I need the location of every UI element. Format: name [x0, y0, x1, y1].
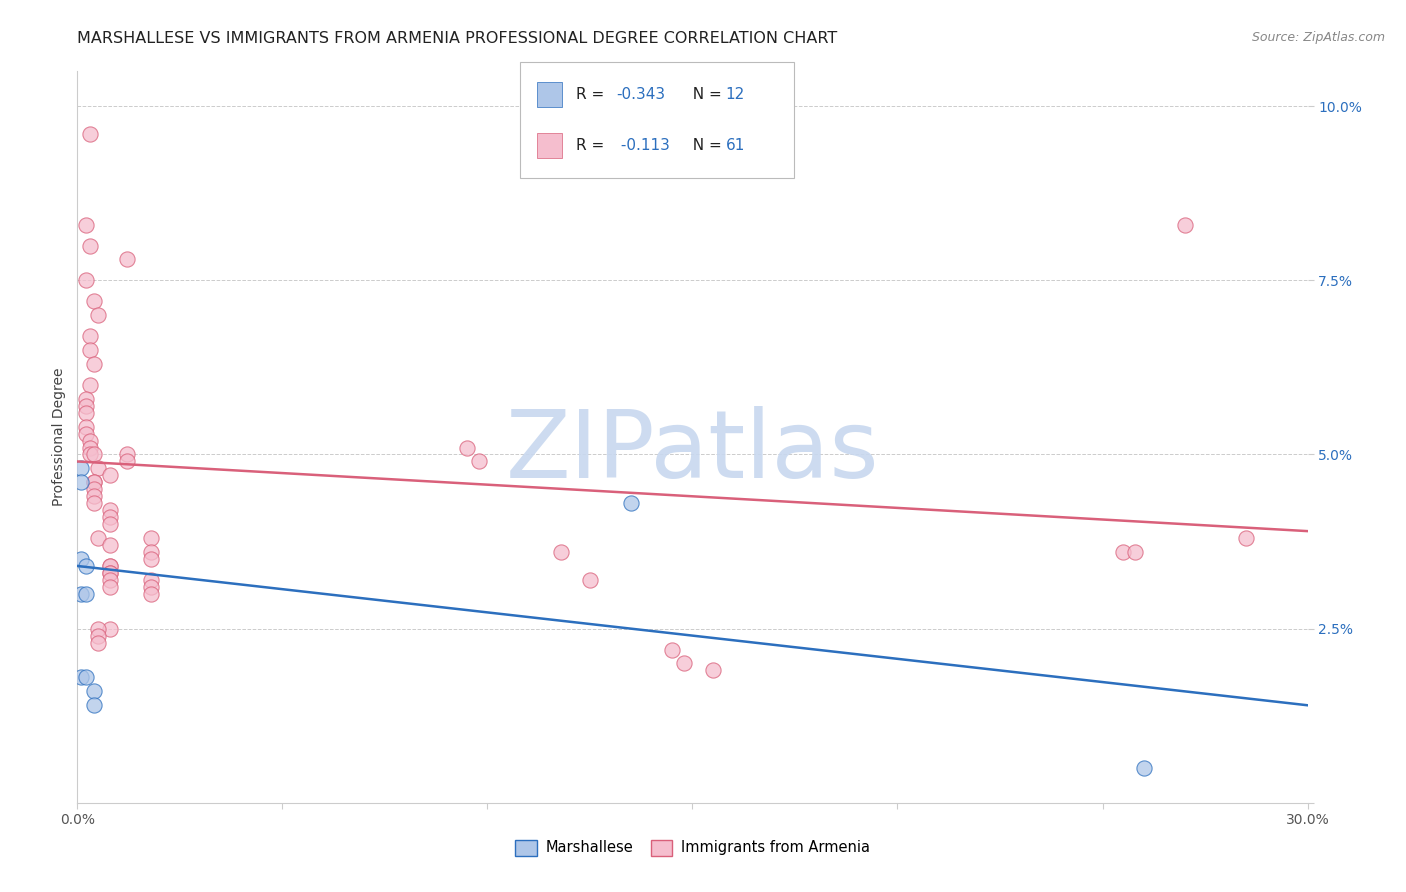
Point [83, 489, 105, 503]
Point [98, 468, 121, 483]
Point [75, 218, 97, 232]
Point [115, 252, 138, 267]
Point [75, 587, 97, 601]
Text: 61: 61 [725, 138, 745, 153]
Point [83, 448, 105, 462]
Point [141, 531, 163, 545]
Point [79, 434, 101, 448]
Point [79, 377, 101, 392]
Point [70, 461, 93, 475]
Point [70, 552, 93, 566]
Point [75, 558, 97, 573]
Point [98, 573, 121, 587]
Legend: Marshallese, Immigrants from Armenia: Marshallese, Immigrants from Armenia [509, 834, 876, 862]
Point [75, 670, 97, 684]
Point [83, 496, 105, 510]
Point [87, 308, 110, 322]
Point [141, 587, 163, 601]
Point [661, 642, 683, 657]
Point [115, 448, 138, 462]
Point [98, 566, 121, 580]
Point [83, 357, 105, 371]
Point [75, 406, 97, 420]
Point [70, 670, 93, 684]
Point [98, 558, 121, 573]
Point [83, 698, 105, 713]
Text: R =: R = [576, 87, 610, 103]
Point [115, 454, 138, 468]
Point [141, 573, 163, 587]
Text: ZIPatlas: ZIPatlas [506, 406, 879, 498]
Text: N =: N = [683, 87, 727, 103]
Point [70, 475, 93, 490]
Point [98, 622, 121, 636]
Point [98, 510, 121, 524]
Point [75, 419, 97, 434]
Point [87, 635, 110, 649]
Point [141, 552, 163, 566]
Point [79, 448, 101, 462]
Text: R =: R = [576, 138, 610, 153]
Point [75, 392, 97, 406]
Point [98, 517, 121, 532]
Point [83, 294, 105, 309]
Point [98, 538, 121, 552]
Text: Source: ZipAtlas.com: Source: ZipAtlas.com [1251, 31, 1385, 45]
Text: -0.343: -0.343 [616, 87, 665, 103]
Point [75, 426, 97, 441]
Point [83, 483, 105, 497]
Point [579, 573, 602, 587]
Point [1112, 545, 1135, 559]
Point [79, 127, 101, 141]
Point [70, 587, 93, 601]
Point [141, 545, 163, 559]
Point [456, 441, 478, 455]
Point [1125, 545, 1147, 559]
Text: MARSHALLESE VS IMMIGRANTS FROM ARMENIA PROFESSIONAL DEGREE CORRELATION CHART: MARSHALLESE VS IMMIGRANTS FROM ARMENIA P… [77, 31, 838, 46]
Text: N =: N = [683, 138, 727, 153]
Point [79, 343, 101, 357]
Point [83, 475, 105, 490]
Point [468, 454, 491, 468]
Point [79, 238, 101, 252]
Point [75, 273, 97, 287]
Point [87, 622, 110, 636]
Point [620, 496, 643, 510]
Point [98, 566, 121, 580]
Point [87, 461, 110, 475]
Point [1234, 531, 1257, 545]
Text: -0.113: -0.113 [616, 138, 669, 153]
Y-axis label: Professional Degree: Professional Degree [52, 368, 66, 507]
Point [141, 580, 163, 594]
Point [87, 629, 110, 643]
Point [98, 558, 121, 573]
Point [98, 503, 121, 517]
Point [83, 684, 105, 698]
Point [79, 329, 101, 343]
Text: 12: 12 [725, 87, 745, 103]
Point [673, 657, 696, 671]
Point [1132, 761, 1154, 775]
Point [75, 399, 97, 413]
Point [79, 441, 101, 455]
Point [87, 531, 110, 545]
Point [550, 545, 572, 559]
Point [83, 475, 105, 490]
Point [702, 664, 724, 678]
Point [1174, 218, 1197, 232]
Point [98, 580, 121, 594]
